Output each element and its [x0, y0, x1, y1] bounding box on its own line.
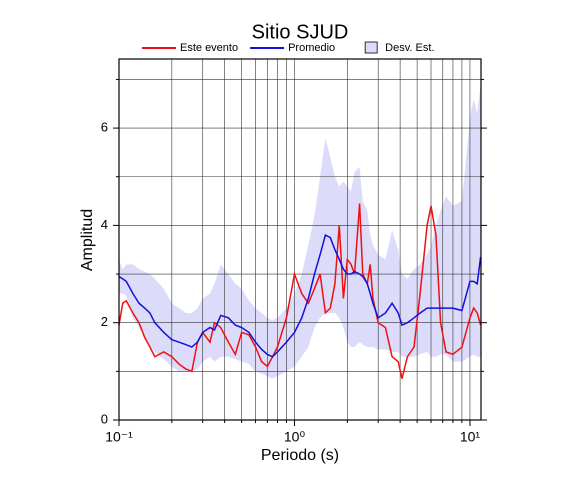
legend-swatch	[364, 41, 378, 54]
legend-label: Este evento	[180, 42, 238, 54]
y-axis-label: Amplitud	[79, 209, 96, 271]
y-tick-label: 0	[101, 411, 108, 426]
x-tick-label: 10⁰	[284, 429, 306, 445]
x-tick-label: 10¹	[460, 429, 481, 445]
x-axis-label: Periodo (s)	[261, 447, 339, 464]
plot-frame	[118, 58, 482, 421]
series-line	[118, 234, 482, 358]
series-line	[118, 203, 482, 379]
x-tick-label: 10⁻¹	[105, 429, 133, 445]
legend-label: Desv. Est.	[385, 42, 434, 54]
y-tick-label: 2	[101, 314, 108, 329]
y-tick-label: 4	[101, 217, 108, 232]
y-tick-label: 6	[101, 120, 108, 135]
legend-label: Promedio	[288, 42, 335, 54]
chart-title: Sitio SJUD	[252, 21, 349, 43]
